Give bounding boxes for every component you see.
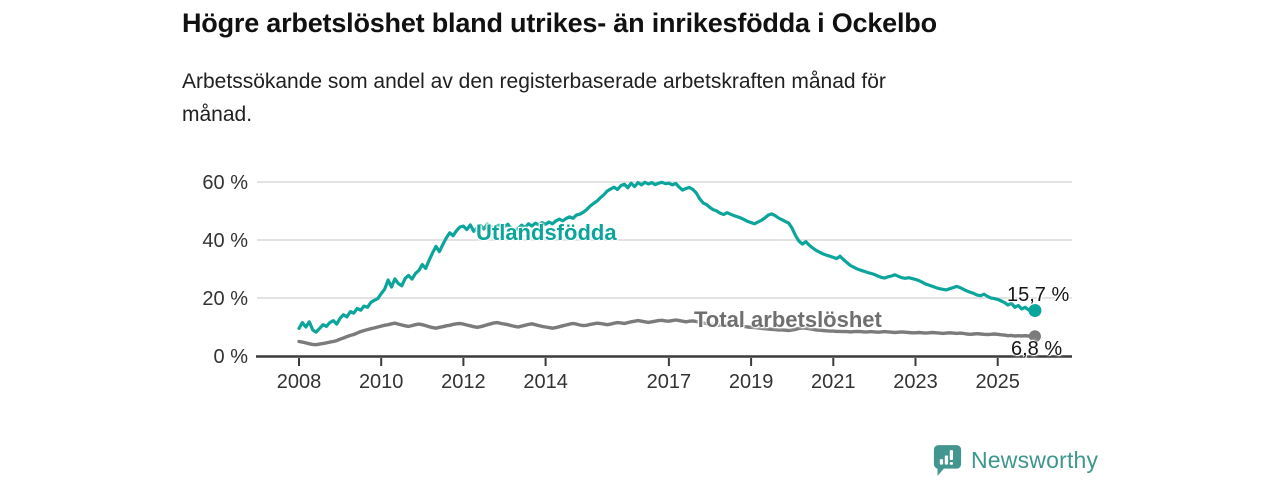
y-tick-label: 0 % [214, 346, 249, 368]
subtitle-line-1: Arbetssökande som andel av den registerb… [182, 70, 886, 93]
x-tick-label: 2019 [729, 371, 774, 393]
x-tick-label: 2023 [893, 371, 938, 393]
chart-svg: 2008 2010 2012 2014 2017 2019 2021 2023 2025 0 % 2… [202, 172, 1072, 393]
y-tick-label: 20 % [202, 288, 248, 310]
speech-bubble-bar-chart-icon [933, 445, 962, 476]
chart-subtitle: Arbetssökande som andel av den registerb… [182, 66, 1042, 131]
x-tick-label: 2025 [975, 371, 1020, 393]
x-tick-label: 2012 [441, 371, 486, 393]
y-tick-label: 60 % [202, 172, 248, 194]
x-tick-label: 2017 [647, 371, 692, 393]
x-tick-label: 2010 [359, 371, 404, 393]
end-value-utlandsfodda: 15,7 % [1007, 284, 1070, 306]
end-value-total-arbetsloshet: 6,8 % [1011, 338, 1063, 360]
y-tick-label: 40 % [202, 230, 248, 252]
x-tick-label: 2014 [523, 371, 568, 393]
end-dot-utlandsfodda [1028, 303, 1042, 317]
newsworthy-logo-text: Newsworthy [971, 447, 1099, 473]
line-total-arbetsloshet [297, 318, 1034, 347]
newsworthy-logo[interactable]: Newsworthy [933, 444, 1098, 477]
subtitle-line-2: månad. [182, 102, 253, 126]
series-label-total-arbetsloshet: Total arbetslöshet [694, 307, 882, 332]
series-label-utlandsfodda: Utlandsfödda [476, 220, 617, 245]
line-utlandsfodda [297, 180, 1034, 334]
x-tick-label: 2008 [277, 371, 322, 393]
x-tick-label: 2021 [811, 371, 856, 393]
end-dot-total-arbetsloshet [1028, 330, 1041, 343]
page-title: Högre arbetslöshet bland utrikes- än inr… [182, 8, 937, 38]
